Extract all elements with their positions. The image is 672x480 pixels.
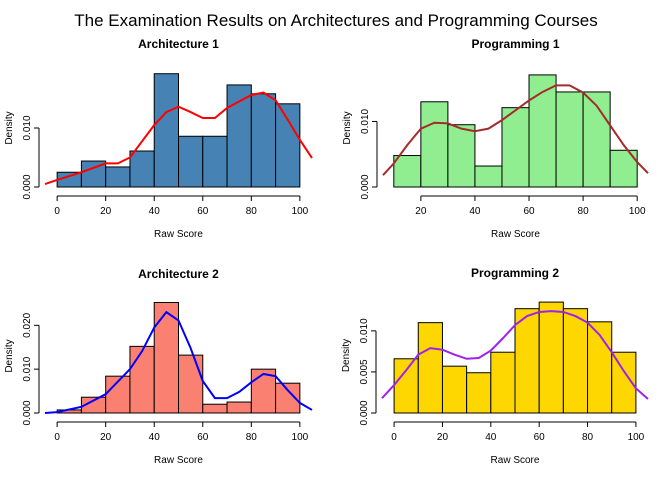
x-tick-label: 100 xyxy=(628,432,645,443)
histogram-bar xyxy=(441,365,468,414)
panel-title: Programming 2 xyxy=(471,266,559,280)
histogram-bar xyxy=(562,308,589,414)
x-tick-label: 40 xyxy=(149,432,161,443)
panel-title: Programming 1 xyxy=(471,37,559,51)
x-tick-label: 40 xyxy=(485,432,497,443)
x-axis-label: Raw Score xyxy=(154,229,203,240)
x-tick-label: 40 xyxy=(149,206,161,217)
y-axis-label: Density xyxy=(341,339,352,372)
histogram-bar xyxy=(474,165,503,188)
y-tick-label: 0.020 xyxy=(22,312,33,337)
y-tick-label: 0.000 xyxy=(360,174,371,199)
y-tick-label: 0.000 xyxy=(359,400,370,425)
x-tick-label: 80 xyxy=(246,432,258,443)
x-tick-label: 60 xyxy=(523,206,535,217)
histogram-bar xyxy=(538,301,564,414)
chart-title: The Examination Results on Architectures… xyxy=(74,11,597,30)
x-tick-label: 60 xyxy=(534,432,546,443)
x-tick-label: 20 xyxy=(437,432,449,443)
y-tick-label: 0.010 xyxy=(22,115,33,140)
y-tick-label: 0.000 xyxy=(22,400,33,425)
x-tick-label: 100 xyxy=(629,206,646,217)
histogram-bar xyxy=(105,166,131,188)
histogram-bar xyxy=(501,107,530,188)
histogram-bar xyxy=(178,354,204,414)
x-tick-label: 20 xyxy=(100,432,112,443)
x-tick-label: 20 xyxy=(415,206,427,217)
x-tick-label: 0 xyxy=(54,432,60,443)
histogram-bar xyxy=(393,155,422,188)
density-curve xyxy=(44,310,313,414)
panel-title: Architecture 1 xyxy=(138,37,219,51)
x-tick-label: 80 xyxy=(578,206,590,217)
histogram-bar xyxy=(226,401,252,414)
x-tick-label: 0 xyxy=(391,432,397,443)
histogram-bar xyxy=(514,308,540,414)
y-tick-label: 0.010 xyxy=(22,356,33,381)
y-tick-label: 0.010 xyxy=(359,318,370,343)
histogram-bar xyxy=(490,351,516,414)
x-tick-label: 100 xyxy=(292,206,309,217)
x-tick-label: 80 xyxy=(246,206,258,217)
panel-title: Architecture 2 xyxy=(138,267,219,281)
histogram-bar xyxy=(202,135,228,188)
y-tick-label: 0.000 xyxy=(22,174,33,199)
x-tick-label: 80 xyxy=(582,432,594,443)
y-tick-label: 0.005 xyxy=(359,359,370,384)
histogram-bar xyxy=(178,135,204,188)
histogram-bar xyxy=(250,93,277,188)
y-axis-label: Density xyxy=(4,339,15,372)
y-axis-label: Density xyxy=(342,111,353,144)
density-curve xyxy=(382,84,649,176)
histogram-bar xyxy=(555,91,584,188)
histogram-bar xyxy=(587,321,613,414)
histogram-bar xyxy=(202,403,228,414)
y-tick-label: 0.010 xyxy=(360,108,371,133)
histogram-bar xyxy=(420,101,449,188)
histogram-bar xyxy=(393,358,419,414)
x-tick-label: 20 xyxy=(100,206,112,217)
histogram-bar xyxy=(582,91,611,188)
x-axis-label: Raw Score xyxy=(491,455,540,466)
histogram-bar xyxy=(275,103,301,188)
x-tick-label: 60 xyxy=(197,206,209,217)
histogram-bar xyxy=(153,73,180,188)
y-axis-label: Density xyxy=(4,111,15,144)
histogram-bar xyxy=(226,84,252,188)
density-curve xyxy=(44,91,313,185)
x-tick-label: 100 xyxy=(292,432,309,443)
histogram-bar xyxy=(447,124,476,188)
histogram-bar xyxy=(417,322,443,414)
histogram-bar xyxy=(466,372,492,414)
x-tick-label: 0 xyxy=(54,206,60,217)
x-axis-label: Raw Score xyxy=(154,455,203,466)
x-tick-label: 60 xyxy=(197,432,209,443)
histogram-bar xyxy=(129,345,155,414)
histogram-bar xyxy=(129,150,155,188)
x-tick-label: 40 xyxy=(469,206,481,217)
x-axis-label: Raw Score xyxy=(491,229,540,240)
density-curve xyxy=(381,310,649,400)
histogram-bar xyxy=(275,382,301,414)
